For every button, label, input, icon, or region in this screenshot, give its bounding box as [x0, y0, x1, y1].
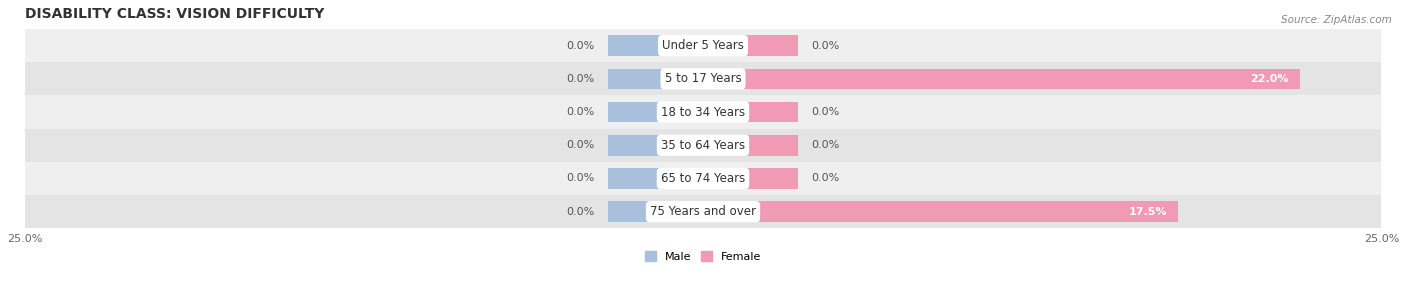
Text: 0.0%: 0.0% [811, 174, 839, 184]
Text: 0.0%: 0.0% [567, 107, 595, 117]
Bar [25, 95, 1381, 129]
Bar [607, 168, 703, 189]
Text: 5 to 17 Years: 5 to 17 Years [665, 72, 741, 85]
Bar [703, 168, 799, 189]
Text: 75 Years and over: 75 Years and over [650, 205, 756, 218]
Bar [25, 195, 1381, 228]
Text: 22.0%: 22.0% [1250, 74, 1289, 84]
Text: 0.0%: 0.0% [567, 140, 595, 150]
Text: 65 to 74 Years: 65 to 74 Years [661, 172, 745, 185]
Bar [607, 201, 703, 222]
Bar [607, 102, 703, 122]
Text: DISABILITY CLASS: VISION DIFFICULTY: DISABILITY CLASS: VISION DIFFICULTY [25, 7, 323, 21]
Bar [703, 69, 1301, 89]
Text: Source: ZipAtlas.com: Source: ZipAtlas.com [1281, 15, 1392, 25]
Text: 18 to 34 Years: 18 to 34 Years [661, 106, 745, 118]
Bar [25, 62, 1381, 95]
Text: 0.0%: 0.0% [811, 140, 839, 150]
Bar [703, 35, 799, 56]
Text: 0.0%: 0.0% [567, 74, 595, 84]
Bar [607, 35, 703, 56]
Bar [703, 135, 799, 155]
Text: 0.0%: 0.0% [567, 174, 595, 184]
Text: 0.0%: 0.0% [567, 207, 595, 217]
Bar [703, 201, 1178, 222]
Bar [25, 162, 1381, 195]
Text: 0.0%: 0.0% [811, 107, 839, 117]
Text: Under 5 Years: Under 5 Years [662, 39, 744, 52]
Bar [607, 135, 703, 155]
Text: 35 to 64 Years: 35 to 64 Years [661, 139, 745, 152]
Bar [25, 129, 1381, 162]
Text: 0.0%: 0.0% [811, 41, 839, 51]
Bar [703, 102, 799, 122]
Text: 0.0%: 0.0% [567, 41, 595, 51]
Legend: Male, Female: Male, Female [641, 247, 765, 267]
Bar [607, 69, 703, 89]
Bar [25, 29, 1381, 62]
Text: 17.5%: 17.5% [1129, 207, 1167, 217]
